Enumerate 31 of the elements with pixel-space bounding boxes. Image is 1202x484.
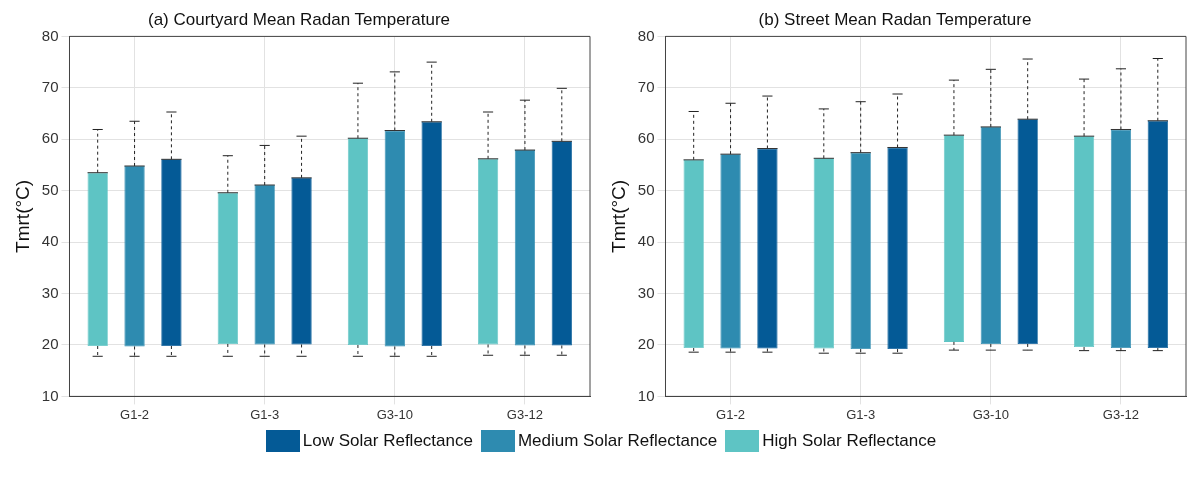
chart-title: (a) Courtyard Mean Radan Temperature (147, 9, 451, 29)
x-tick-label: G3-12 (1102, 406, 1140, 422)
y-tick-label: 20 (637, 335, 655, 353)
y-tick-label: 70 (637, 77, 655, 95)
y-tick-label: 10 (637, 386, 655, 404)
legend-label: High Solar Reflectance (762, 431, 937, 451)
y-tick-label: 80 (637, 26, 655, 44)
y-tick-label: 80 (41, 26, 59, 44)
x-tick-label: G1-3 (250, 406, 280, 422)
y-tick-label: 50 (637, 180, 655, 198)
y-tick-label: 40 (637, 232, 655, 250)
x-tick-label: G3-12 (506, 406, 544, 422)
y-tick-label: 10 (41, 386, 59, 404)
x-tick-label: G1-2 (120, 406, 149, 422)
y-tick-label: 70 (41, 77, 59, 95)
y-tick-label: 50 (41, 180, 59, 198)
y-tick-label: 30 (637, 283, 655, 301)
y-tick-label: 40 (41, 232, 59, 250)
y-tick-label: 60 (41, 129, 59, 147)
chart-title: (b) Street Mean Radan Temperature (758, 9, 1032, 29)
y-tick-label: 20 (41, 335, 59, 353)
x-tick-label: G3-10 (376, 406, 413, 422)
legend-label: Medium Solar Reflectance (517, 431, 718, 451)
legend-label: Low Solar Reflectance (302, 431, 473, 451)
x-tick-label: G3-10 (972, 406, 1009, 422)
y-tick-label: 60 (637, 129, 655, 147)
y-tick-label: 30 (41, 283, 59, 301)
y-axis-title: Tmrt(°C) (11, 179, 33, 253)
x-tick-label: G1-2 (716, 406, 745, 422)
y-axis-title: Tmrt(°C) (607, 179, 629, 253)
x-tick-label: G1-3 (846, 406, 876, 422)
